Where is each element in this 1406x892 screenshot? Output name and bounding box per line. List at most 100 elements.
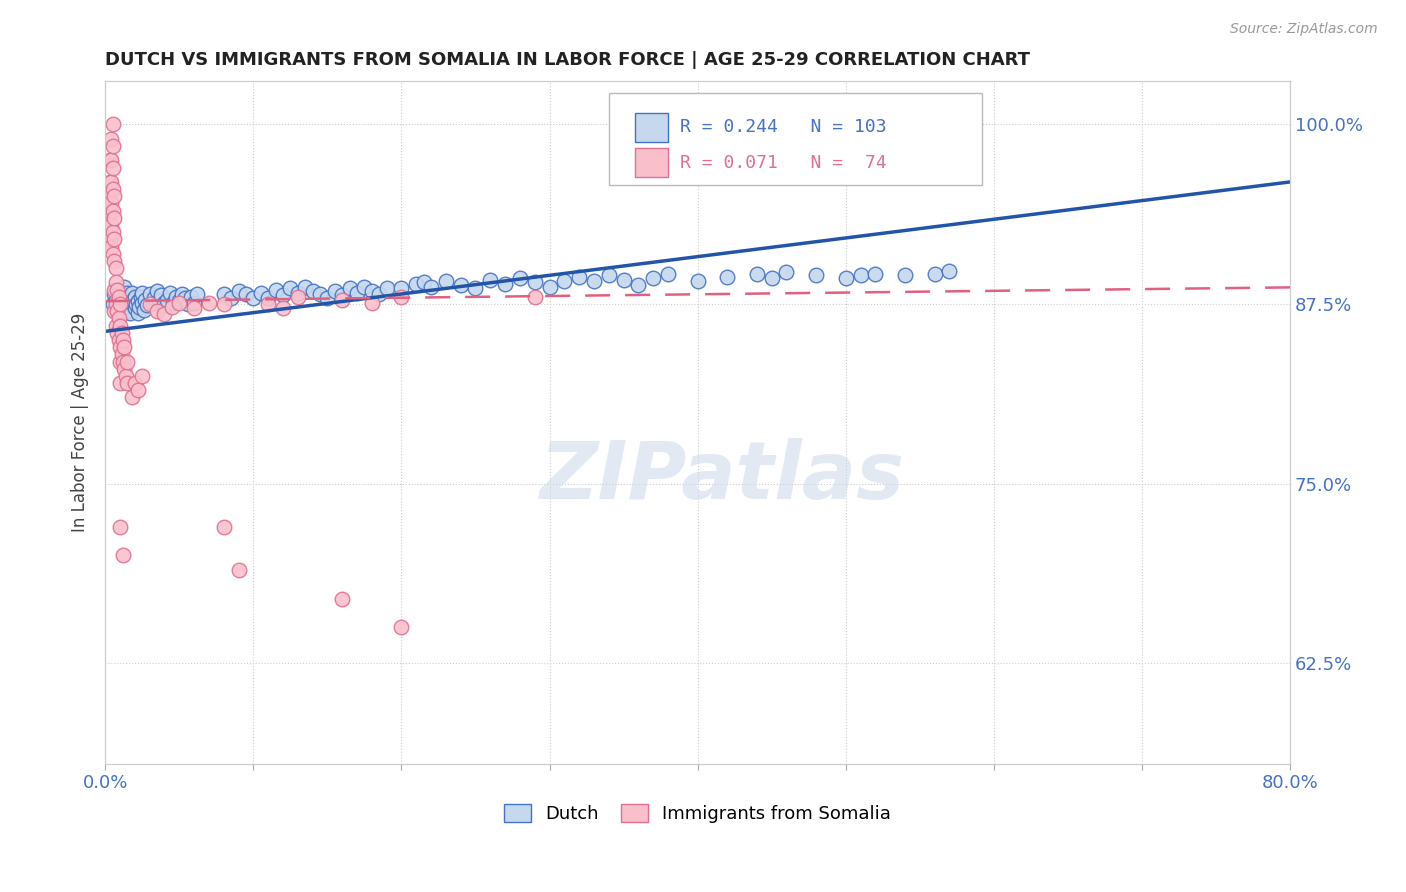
Point — [132, 302, 155, 317]
Point — [420, 280, 443, 294]
Point — [103, 287, 125, 301]
Point — [114, 340, 136, 354]
Point — [538, 280, 561, 294]
Point — [103, 304, 125, 318]
Point — [117, 304, 139, 318]
Point — [159, 285, 181, 300]
Point — [271, 301, 294, 316]
Point — [104, 261, 127, 276]
Point — [127, 384, 149, 398]
Point — [257, 297, 280, 311]
Point — [110, 290, 132, 304]
Point — [412, 276, 434, 290]
Point — [287, 285, 309, 300]
Point — [330, 288, 353, 302]
Point — [115, 291, 138, 305]
Point — [100, 239, 122, 253]
Point — [122, 293, 145, 307]
Point — [125, 297, 148, 311]
Point — [360, 295, 382, 310]
Point — [165, 290, 187, 304]
Point — [98, 153, 121, 168]
Point — [104, 276, 127, 290]
Point — [613, 272, 636, 286]
Point — [212, 297, 235, 311]
Text: Source: ZipAtlas.com: Source: ZipAtlas.com — [1230, 22, 1378, 37]
Point — [115, 368, 138, 383]
Point — [434, 274, 457, 288]
Point — [153, 295, 176, 310]
Point — [353, 280, 375, 294]
Point — [138, 297, 160, 311]
Point — [360, 284, 382, 298]
Point — [235, 287, 257, 301]
Point — [657, 267, 679, 281]
Point — [103, 211, 125, 225]
Y-axis label: In Labor Force | Age 25-29: In Labor Force | Age 25-29 — [72, 313, 89, 533]
Point — [330, 591, 353, 606]
Point — [257, 291, 280, 305]
Point — [134, 293, 156, 307]
Point — [287, 290, 309, 304]
Point — [103, 189, 125, 203]
Point — [108, 307, 131, 321]
Point — [368, 287, 391, 301]
Point — [138, 287, 160, 301]
Point — [153, 307, 176, 321]
Point — [105, 283, 128, 297]
Point — [104, 297, 127, 311]
Point — [160, 300, 183, 314]
Point — [761, 271, 783, 285]
Point — [124, 290, 146, 304]
Point — [146, 284, 169, 298]
Point — [114, 361, 136, 376]
Point — [212, 287, 235, 301]
Point — [167, 295, 190, 310]
Point — [108, 354, 131, 368]
Point — [108, 340, 131, 354]
Point — [582, 274, 605, 288]
Point — [111, 549, 134, 563]
Point — [107, 311, 129, 326]
Point — [228, 563, 250, 577]
Point — [127, 294, 149, 309]
Point — [150, 288, 173, 302]
Point — [523, 290, 546, 304]
Point — [249, 285, 271, 300]
Point — [156, 293, 179, 307]
Bar — [636, 113, 668, 142]
Point — [121, 391, 143, 405]
Point — [271, 288, 294, 302]
Point — [146, 304, 169, 318]
Point — [103, 254, 125, 268]
Point — [894, 268, 917, 283]
Point — [180, 290, 202, 304]
Point — [835, 271, 858, 285]
Point — [865, 267, 887, 281]
Point — [108, 297, 131, 311]
Point — [323, 284, 346, 298]
Point — [97, 189, 120, 203]
Point — [108, 376, 131, 390]
Point — [98, 175, 121, 189]
Point — [108, 318, 131, 333]
Point — [212, 520, 235, 534]
Point — [242, 291, 264, 305]
Text: ZIPatlas: ZIPatlas — [538, 438, 904, 516]
Point — [107, 284, 129, 298]
Point — [924, 267, 946, 281]
Point — [479, 272, 502, 286]
Point — [391, 281, 413, 295]
Point — [172, 287, 194, 301]
Point — [716, 269, 738, 284]
Point — [101, 118, 124, 132]
Text: DUTCH VS IMMIGRANTS FROM SOMALIA IN LABOR FORCE | AGE 25-29 CORRELATION CHART: DUTCH VS IMMIGRANTS FROM SOMALIA IN LABO… — [105, 51, 1031, 69]
Point — [131, 295, 153, 310]
Point — [294, 280, 316, 294]
Point — [121, 285, 143, 300]
Point — [162, 295, 184, 310]
Point — [494, 277, 516, 291]
Point — [114, 280, 136, 294]
Point — [627, 278, 650, 293]
Point — [104, 293, 127, 307]
